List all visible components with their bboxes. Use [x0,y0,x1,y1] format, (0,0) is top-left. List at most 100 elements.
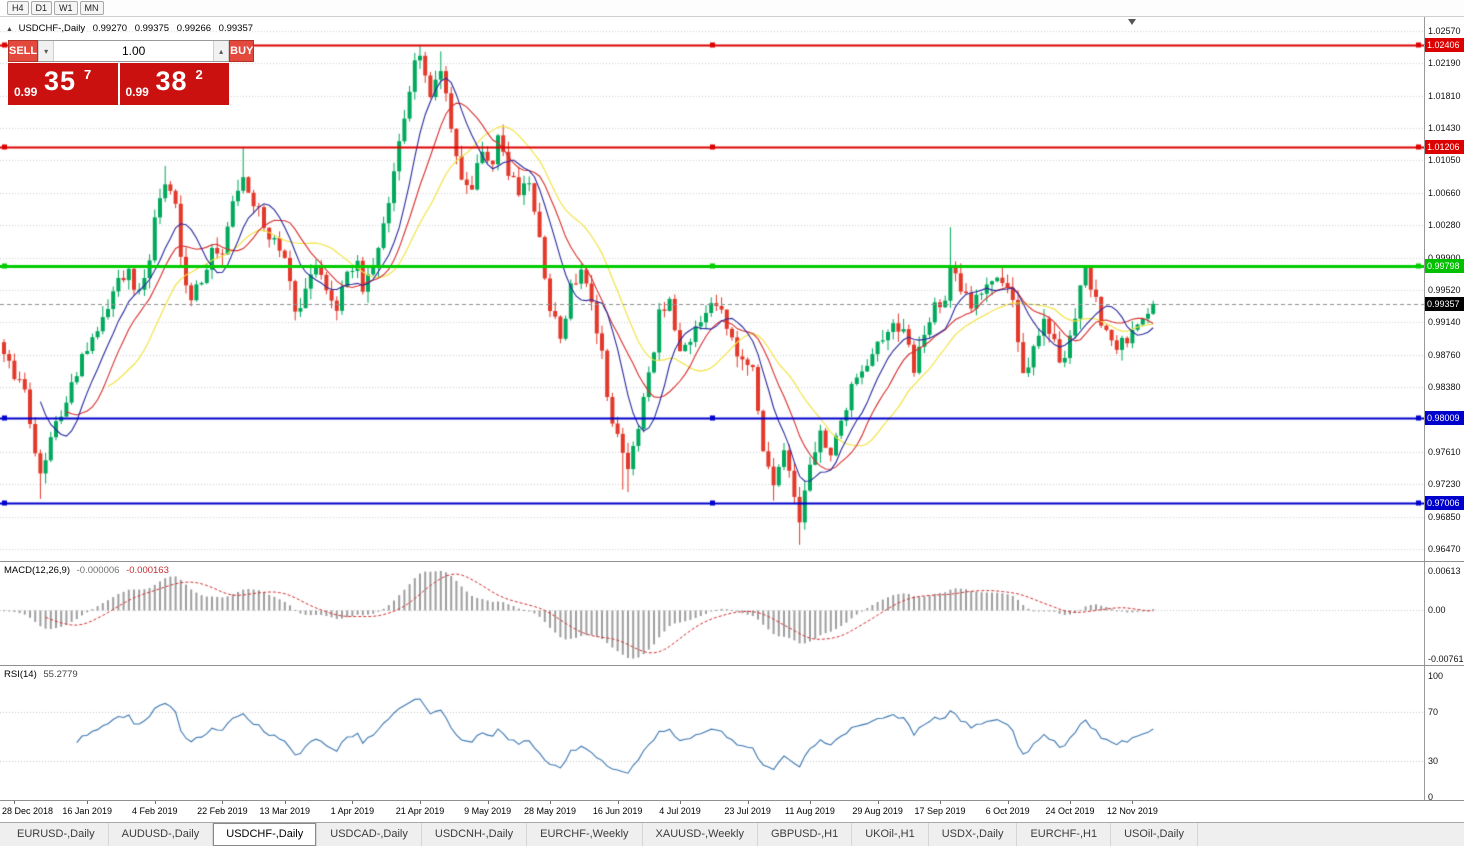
date-label: 11 Aug 2019 [785,806,835,816]
level-price-label: 0.98009 [1425,411,1464,425]
level-price-label: 0.97006 [1425,496,1464,510]
date-tick [940,801,941,804]
price-tick-label: 1.02570 [1428,26,1461,36]
macd-axis-label: -0.007612 [1428,654,1464,664]
chart-tab-usoil-daily[interactable]: USOil-,Daily [1111,823,1198,846]
date-tick [1070,801,1071,804]
ohlc-high: 0.99375 [134,23,170,34]
ask-price-prefix: 0.99 [125,85,149,99]
chart-tab-audusd-daily[interactable]: AUDUSD-,Daily [109,823,214,846]
volume-control: ▾ ▴ [38,40,230,62]
timeframe-button-h4[interactable]: H4 [7,1,29,15]
bid-price-sup: 7 [84,67,92,82]
timeframe-button-w1[interactable]: W1 [54,1,78,15]
ohlc-close: 0.99357 [218,23,254,34]
date-tick [617,801,619,804]
ask-price-big: 38 [155,66,188,96]
rsi-axis-label: 0 [1428,792,1434,802]
date-label: 16 Jan 2019 [62,806,112,816]
macd-canvas[interactable] [0,561,1424,665]
chart-title: ▲ USDCHF-,Daily 0.99270 0.99375 0.99266 … [6,23,253,34]
date-tick [87,801,89,804]
chart-tab-usdchf-daily[interactable]: USDCHF-,Daily [213,823,318,846]
rsi-axis-label: 70 [1428,707,1439,717]
date-label: 22 Feb 2019 [197,806,248,816]
macd-signal-value: -0.000163 [126,565,169,576]
date-label: 28 May 2019 [523,806,577,816]
one-click-trading-panel: SELL ▾ ▴ BUY 0.99 35 7 0.99 38 2 [8,40,255,105]
sell-price-button[interactable]: 0.99 35 7 [8,63,118,105]
chart-tab-eurusd-daily[interactable]: EURUSD-,Daily [4,823,109,846]
date-label: 9 May 2019 [464,806,512,816]
price-tick-label: 0.98760 [1428,350,1461,360]
bid-price-prefix: 0.99 [14,85,38,99]
price-tick-label: 0.99520 [1428,285,1461,295]
volume-input[interactable] [54,41,214,61]
date-tick [1007,801,1009,804]
ohlc-low: 0.99266 [176,23,212,34]
date-label: 17 Sep 2019 [914,806,966,816]
level-price-label: 1.02406 [1425,38,1464,52]
macd-label: MACD(12,26,9) [4,565,70,576]
price-tick-label: 1.01810 [1428,91,1461,101]
timeframe-button-mn[interactable]: MN [79,1,104,15]
ohlc-open: 0.99270 [92,23,128,34]
volume-decrease-button[interactable]: ▾ [38,41,55,61]
date-label: 13 Mar 2019 [259,806,311,816]
macd-axis-label: 0.00613 [1428,566,1461,576]
date-label: 23 Jul 2019 [724,806,771,816]
date-tick [420,801,421,804]
macd-main-value: -0.000006 [76,565,120,576]
date-tick [14,801,16,804]
price-tick-label: 1.00660 [1428,188,1461,198]
date-tick [222,801,224,804]
rsi-value: 55.2779 [43,669,78,680]
chart-shift-marker-icon [1128,19,1136,25]
date-label: 1 Apr 2019 [330,806,375,816]
date-tick [550,801,551,804]
chart-symbol-label: USDCHF-,Daily [18,23,86,34]
volume-increase-button[interactable]: ▴ [213,41,230,61]
chart-tab-eurchf-weekly[interactable]: EURCHF-,Weekly [527,823,643,846]
rsi-axis-label: 30 [1428,756,1439,766]
date-tick [747,801,749,804]
timeframe-button-d1[interactable]: D1 [30,1,53,15]
price-tick-label: 0.99900 [1428,253,1461,263]
bid-price-big: 35 [44,66,77,96]
buy-price-button[interactable]: 0.99 38 2 [119,63,229,105]
date-label: 28 Dec 2018 [2,806,54,816]
price-tick-label: 0.97230 [1428,479,1461,489]
chart-tab-usdcnh-daily[interactable]: USDCNH-,Daily [422,823,528,846]
price-tick-label: 0.99140 [1428,317,1461,327]
date-label: 16 Jun 2019 [592,806,643,816]
level-price-label: 0.99798 [1425,259,1464,273]
chart-tab-gbpusd-h1[interactable]: GBPUSD-,H1 [758,823,853,846]
chart-tab-xauusd-weekly[interactable]: XAUUSD-,Weekly [643,823,758,846]
current-price-label: 0.99357 [1425,297,1464,311]
one-click-collapse-icon[interactable]: ▲ [6,26,13,33]
price-chart-canvas[interactable] [0,17,1424,561]
buy-button[interactable]: BUY [229,40,255,62]
macd-axis-label: 0.00 [1428,605,1446,615]
time-axis: 28 Dec 2018 16 Jan 2019 4 Feb 2019 22 Feb 2… [0,800,1464,822]
timeframe-toolbar: H4 D1 W1 MN [0,0,1464,17]
sell-button[interactable]: SELL [8,40,39,62]
date-tick [352,801,354,804]
timeframe-buttons: H4 D1 W1 MN [7,0,1464,15]
chart-tab-bar: EURUSD-,Daily AUDUSD-,Daily USDCHF-,Daily U… [0,822,1464,846]
price-tick-label: 0.96470 [1428,544,1461,554]
rsi-label: RSI(14) [4,669,37,680]
chart-tab-ukoil-h1[interactable]: UKOil-,H1 [852,823,929,846]
chart-tab-eurchf-h1[interactable]: EURCHF-,H1 [1017,823,1112,846]
date-label: 24 Oct 2019 [1045,806,1095,816]
date-tick [810,801,811,804]
rsi-canvas[interactable] [0,665,1424,800]
date-tick [877,801,879,804]
price-tick-label: 1.01050 [1428,155,1461,165]
price-tick-label: 1.01430 [1428,123,1461,133]
date-label: 4 Jul 2019 [659,806,701,816]
ask-price-sup: 2 [195,67,203,82]
chart-tab-usdcad-daily[interactable]: USDCAD-,Daily [317,823,422,846]
date-label: 4 Feb 2019 [132,806,178,816]
chart-tab-usdx-daily[interactable]: USDX-,Daily [929,823,1018,846]
